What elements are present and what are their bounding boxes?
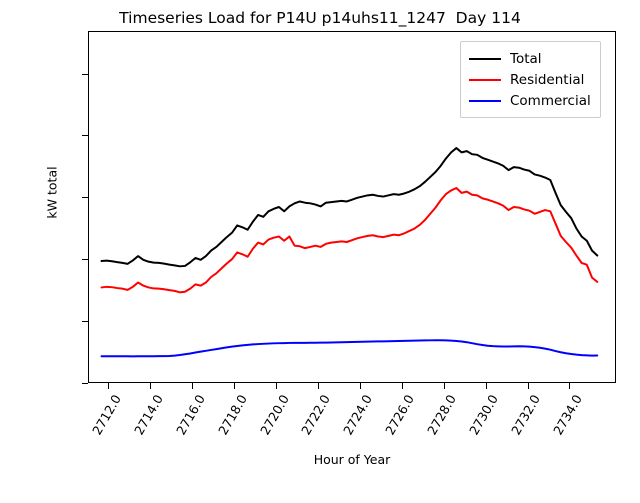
- series-line-commercial: [100, 339, 599, 358]
- legend-swatch-total: [469, 57, 501, 60]
- legend-swatch-residential: [469, 78, 501, 81]
- plot-lines: [100, 147, 599, 358]
- x-tick-mark: [276, 383, 278, 389]
- x-tick-mark: [527, 383, 529, 389]
- x-tick-mark: [443, 383, 445, 389]
- legend-swatch-commercial: [469, 99, 501, 102]
- y-tick-mark: [82, 382, 88, 384]
- legend-item-total: Total: [469, 48, 591, 69]
- x-tick-mark: [485, 383, 487, 389]
- legend-item-commercial: Commercial: [469, 90, 591, 111]
- x-tick-mark: [234, 383, 236, 389]
- y-tick-mark: [82, 320, 88, 322]
- y-tick-mark: [82, 73, 88, 75]
- series-line-total: [100, 147, 599, 268]
- chart-figure: Timeseries Load for P14U p14uhs11_1247 D…: [44, 9, 616, 467]
- y-tick-mark: [82, 197, 88, 199]
- chart-legend: Total Residential Commercial: [460, 41, 601, 118]
- x-tick-mark: [150, 383, 152, 389]
- x-axis-label: Hour of Year: [313, 452, 391, 467]
- y-axis-label: kW total: [44, 166, 60, 219]
- x-tick-mark: [192, 383, 194, 389]
- x-tick-mark: [569, 383, 571, 389]
- x-tick-mark: [401, 383, 403, 389]
- series-line-residential: [100, 186, 599, 294]
- legend-label: Residential: [510, 71, 585, 88]
- x-tick-mark: [108, 383, 110, 389]
- y-tick-mark: [82, 258, 88, 260]
- x-tick-mark: [359, 383, 361, 389]
- chart-title: Timeseries Load for P14U p14uhs11_1247 D…: [119, 9, 521, 27]
- y-tick-mark: [82, 135, 88, 137]
- legend-label: Commercial: [510, 92, 591, 109]
- legend-item-residential: Residential: [469, 69, 591, 90]
- x-tick-mark: [317, 383, 319, 389]
- legend-label: Total: [510, 50, 542, 67]
